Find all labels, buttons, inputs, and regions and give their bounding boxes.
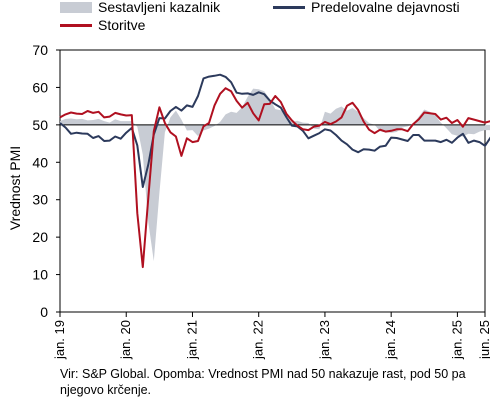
- services-line: [59, 87, 490, 269]
- y-tick-label: 50: [32, 117, 48, 133]
- y-tick-label: 0: [40, 304, 48, 320]
- series-line-layer: [59, 73, 490, 269]
- legend-item-composite: Sestavljeni kazalnik: [60, 0, 220, 15]
- legend-swatch-manufacturing: [273, 5, 305, 9]
- legend-swatch-composite: [60, 1, 92, 13]
- y-tick-label: 30: [32, 192, 48, 208]
- plot-border: [59, 49, 486, 313]
- y-tick-label: 20: [32, 229, 48, 245]
- y-axis-title: Vrednost PMI: [7, 146, 23, 230]
- x-tick-label: jun. 25: [477, 320, 490, 360]
- plot-frame: [59, 49, 486, 313]
- y-tick-label: 70: [32, 42, 48, 58]
- y-tick-label: 10: [32, 267, 48, 283]
- x-tick-label: jan. 22: [251, 320, 266, 360]
- x-axis: jan. 19 jan. 20 jan. 21 jan. 22 jan. 23 jan. …: [52, 312, 490, 360]
- legend-item-manufacturing: Predelovalne dejavnosti: [273, 0, 460, 15]
- legend-label-manufacturing: Predelovalne dejavnosti: [311, 0, 460, 15]
- legend-label-composite: Sestavljeni kazalnik: [98, 0, 221, 15]
- legend-swatch-services: [60, 23, 92, 27]
- x-tick-label: jan. 23: [317, 320, 332, 360]
- x-tick-label: jan. 25: [449, 320, 464, 360]
- y-tick-label: 40: [32, 154, 48, 170]
- legend-item-services: Storitve: [60, 17, 145, 33]
- y-axis: 0 10 20 30 40 50 60 70: [32, 42, 60, 320]
- x-tick-label: jan. 19: [52, 320, 67, 360]
- x-tick-label: jan. 20: [118, 320, 133, 360]
- legend-label-services: Storitve: [98, 17, 146, 33]
- x-tick-label: jan. 21: [185, 320, 200, 360]
- source-note: Vir: S&P Global. Opomba: Vrednost PMI na…: [60, 367, 466, 397]
- manufacturing-line: [59, 73, 490, 188]
- x-tick-label: jan. 24: [383, 320, 398, 360]
- y-tick-label: 60: [32, 79, 48, 95]
